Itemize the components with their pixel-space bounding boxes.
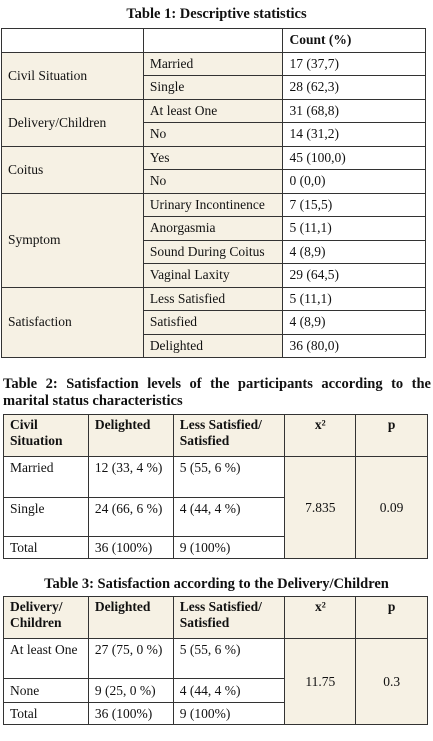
table1-value: 4 (8,9)	[282, 310, 426, 335]
table1-item: Delighted	[142, 333, 284, 358]
table-row: Symptom Urinary Incontinence 7 (15,5)	[1, 192, 426, 288]
table3-cell-less: 9 (100%)	[172, 702, 286, 725]
table2-cell-less: 5 (55, 6 %)	[172, 456, 286, 498]
table2-header-p: p	[355, 414, 428, 457]
table1-group-label: Symptom	[1, 192, 144, 288]
table2-cell-delighted: 12 (33, 4 %)	[87, 456, 174, 498]
table1-value: 45 (100,0)	[282, 145, 426, 170]
table-row: Single 24 (66, 6 %) 4 (44, 4 %)	[3, 497, 428, 537]
table-row: Married 12 (33, 4 %) 5 (55, 6 %) 7.835 0…	[3, 456, 428, 559]
table-row: Satisfaction Less Satisfied 5 (11,1)	[1, 286, 426, 358]
table3-header-p: p	[355, 596, 428, 639]
table3-header-delighted: Delighted	[87, 596, 174, 639]
table2-cell-less: 4 (44, 4 %)	[172, 497, 286, 537]
table-row: Delighted 36 (80,0)	[2, 333, 426, 358]
table-row: At least One 27 (75, 0 %) 5 (55, 6 %) 11…	[3, 638, 428, 725]
table1-item: No	[142, 169, 284, 194]
table3-cell-less: 5 (55, 6 %)	[172, 638, 286, 679]
table1-item: Anorgasmia	[142, 216, 284, 241]
table1-value: 14 (31,2)	[282, 122, 426, 147]
table3-caption: Table 3: Satisfaction according to the D…	[44, 576, 389, 592]
table-row: Satisfied 4 (8,9)	[2, 310, 426, 335]
table-row: Coitus Yes 45 (100,0)	[1, 145, 426, 194]
table2-p-value: 0.09	[355, 456, 428, 559]
table-row: No 14 (31,2)	[2, 122, 426, 147]
table2-x2-value: 7.835	[284, 456, 357, 559]
table1-caption: Table 1: Descriptive statistics	[126, 6, 307, 22]
table1-item: At least One	[142, 98, 284, 123]
table-row: Total 36 (100%) 9 (100%)	[3, 536, 428, 559]
table1-value: 5 (11,1)	[282, 216, 426, 241]
table3-header-less: Less Satisfied/ Satisfied	[172, 596, 286, 639]
table2-row-label: Total	[3, 536, 89, 559]
table1-value: 0 (0,0)	[282, 169, 426, 194]
table1-item: Single	[142, 75, 284, 100]
table1-value: 4 (8,9)	[282, 239, 426, 264]
table1-header-count: Count (%)	[282, 28, 426, 53]
table3-cell-delighted: 27 (75, 0 %)	[87, 638, 174, 679]
table1-item: No	[142, 122, 284, 147]
table3-row-label: Total	[3, 702, 89, 725]
table1-item: Vaginal Laxity	[142, 263, 284, 288]
table1-item: Urinary Incontinence	[142, 192, 284, 217]
table1-item: Sound During Coitus	[142, 239, 284, 264]
table1-value: 17 (37,7)	[282, 51, 426, 76]
table1-item: Less Satisfied	[142, 286, 284, 311]
table2-cell-delighted: 24 (66, 6 %)	[87, 497, 174, 537]
table2-header-row: Civil Situation Delighted Less Satisfied…	[3, 414, 428, 457]
table3-header-delivery: Delivery/ Children	[3, 596, 89, 639]
table-row: Anorgasmia 5 (11,1)	[2, 216, 426, 241]
table1-value: 28 (62,3)	[282, 75, 426, 100]
table3-p-value: 0.3	[355, 638, 428, 725]
table1-header-empty	[142, 28, 284, 53]
table1-item: Married	[142, 51, 284, 76]
table2-row-label: Married	[3, 456, 89, 498]
table1-group-label: Delivery/Children	[1, 98, 144, 147]
table2-header-less: Less Satisfied/ Satisfied	[172, 414, 286, 457]
table3-header-x2: x²	[284, 596, 357, 639]
table1-value: 36 (80,0)	[282, 333, 426, 358]
table1-group-label: Coitus	[1, 145, 144, 194]
table3-header-row: Delivery/ Children Delighted Less Satisf…	[3, 596, 428, 639]
table3-cell-less: 4 (44, 4 %)	[172, 678, 286, 703]
table1: Count (%) Civil Situation Married 17 (37,7…	[1, 28, 426, 358]
table2: Civil Situation Delighted Less Satisfied…	[3, 414, 428, 559]
table2-header-delighted: Delighted	[87, 414, 174, 457]
table3-cell-delighted: 9 (25, 0 %)	[87, 678, 174, 703]
table1-item: Satisfied	[142, 310, 284, 335]
table1-header-row: Count (%)	[1, 28, 426, 53]
table-row: Vaginal Laxity 29 (64,5)	[2, 263, 426, 288]
table3: Delivery/ Children Delighted Less Satisf…	[3, 596, 428, 725]
table-row: Total 36 (100%) 9 (100%)	[3, 702, 428, 725]
table2-header-x2: x²	[284, 414, 357, 457]
table1-value: 31 (68,8)	[282, 98, 426, 123]
table3-cell-delighted: 36 (100%)	[87, 702, 174, 725]
table-row: Civil Situation Married 17 (37,7)	[1, 51, 426, 100]
table1-item: Yes	[142, 145, 284, 170]
table2-row-label: Single	[3, 497, 89, 537]
table1-header-empty	[1, 28, 144, 53]
table-row: Sound During Coitus 4 (8,9)	[2, 239, 426, 264]
table2-header-civil: Civil Situation	[3, 414, 89, 457]
table1-value: 29 (64,5)	[282, 263, 426, 288]
table2-caption: Table 2: Satisfaction levels of the part…	[3, 376, 431, 409]
table1-value: 7 (15,5)	[282, 192, 426, 217]
table3-row-label: None	[3, 678, 89, 703]
table3-row-label: At least One	[3, 638, 89, 679]
table2-cell-less: 9 (100%)	[172, 536, 286, 559]
table-row: Single 28 (62,3)	[2, 75, 426, 100]
table1-group-label: Civil Situation	[1, 51, 144, 100]
table1-group-label: Satisfaction	[1, 286, 144, 358]
table3-x2-value: 11.75	[284, 638, 357, 725]
table-row: No 0 (0,0)	[2, 169, 426, 194]
table2-cell-delighted: 36 (100%)	[87, 536, 174, 559]
table1-value: 5 (11,1)	[282, 286, 426, 311]
table-row: Delivery/Children At least One 31 (68,8)	[1, 98, 426, 147]
